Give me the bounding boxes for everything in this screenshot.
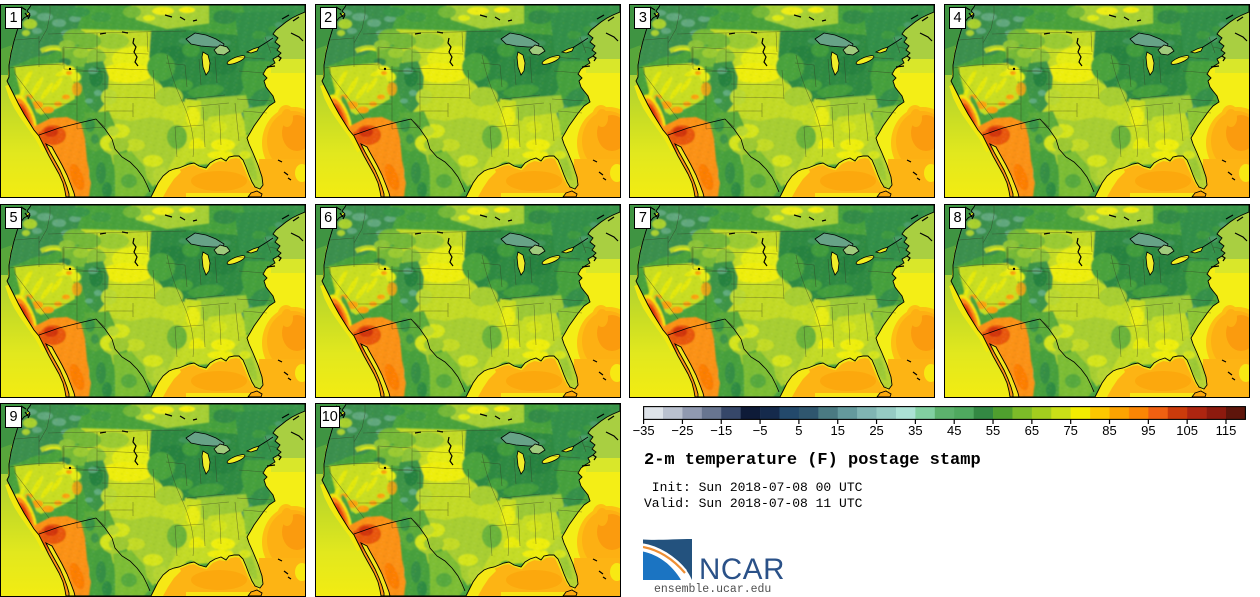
svg-text:55: 55 [986,423,1000,438]
svg-text:75: 75 [1063,423,1077,438]
svg-text:−35: −35 [633,423,655,438]
svg-text:NCAR: NCAR [699,553,785,584]
svg-text:35: 35 [908,423,922,438]
svg-text:−5: −5 [753,423,768,438]
svg-text:5: 5 [795,423,802,438]
svg-text:25: 25 [869,423,883,438]
svg-text:−25: −25 [671,423,693,438]
svg-text:115: 115 [1216,423,1237,438]
svg-text:105: 105 [1176,423,1198,438]
svg-text:65: 65 [1025,423,1039,438]
svg-text:85: 85 [1102,423,1116,438]
svg-text:15: 15 [830,423,844,438]
svg-text:−15: −15 [710,423,732,438]
svg-text:95: 95 [1141,423,1155,438]
svg-text:45: 45 [947,423,961,438]
